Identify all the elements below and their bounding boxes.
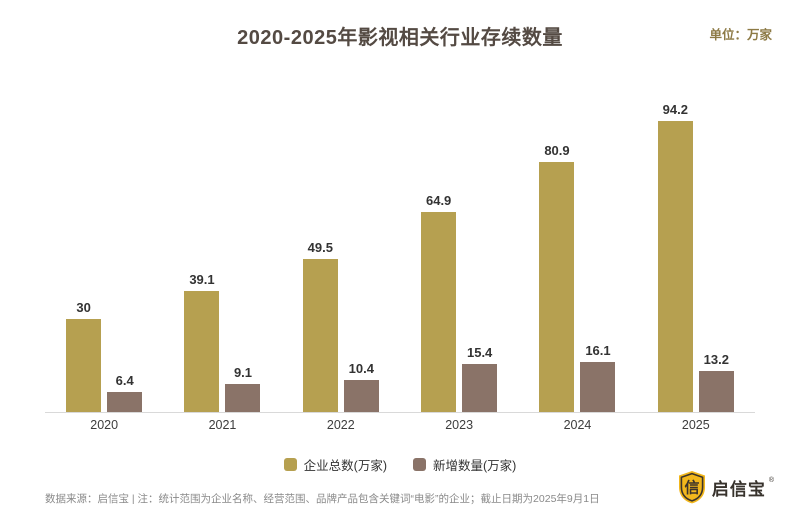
barwrap: 94.2 (657, 101, 693, 412)
logo-text: 启信宝 (711, 479, 766, 499)
bar-series1-2023 (462, 364, 498, 412)
bar-series0-2022 (302, 259, 338, 412)
legend-swatch-new (413, 458, 426, 471)
bar-group-2025: 94.2 13.2 (637, 101, 755, 412)
x-axis-label-2025: 2025 (681, 418, 710, 432)
barwrap: 39.1 (184, 272, 220, 412)
bar-value-label: 80.9 (544, 143, 570, 158)
bar-series0-2025 (657, 120, 693, 412)
bar-value-label: 13.2 (703, 352, 729, 368)
bar-series1-2024 (580, 362, 616, 412)
bar-chart: 30 6.4 39.1 9.1 49.5 10.4 64.9 15.4 80.9 16.1 94.2… (45, 101, 755, 432)
barwrap: 13.2 (698, 352, 734, 412)
bar-value-label: 6.4 (115, 373, 134, 389)
bar-series0-2021 (184, 291, 220, 412)
bar-value-label: 9.1 (233, 364, 253, 380)
bar-series1-2025 (698, 371, 734, 412)
barwrap: 9.1 (225, 364, 261, 412)
bar-series1-2022 (343, 379, 379, 412)
bar-series0-2024 (539, 162, 575, 412)
bar-series0-2020 (66, 319, 102, 412)
bar-value-label: 94.2 (662, 101, 688, 117)
bar-group-2021: 39.1 9.1 (163, 104, 281, 412)
bar-group-2022: 49.5 10.4 (282, 104, 400, 412)
barwrap: 64.9 (421, 192, 457, 412)
chart-legend: 企业总数(万家) 新增数量(万家) (0, 455, 800, 474)
legend-swatch-total (283, 458, 297, 471)
bar-value-label: 16.1 (585, 343, 611, 359)
qixinbao-logo: 信 启信宝 ® (677, 470, 776, 504)
bar-value-label: 64.9 (425, 192, 452, 208)
legend-item-total: 企业总数(万家) (283, 455, 387, 474)
x-axis-label-2022: 2022 (326, 418, 355, 432)
shield-glyph: 信 (684, 479, 699, 497)
barwrap: 16.1 (580, 343, 616, 412)
barwrap: 15.4 (462, 345, 498, 412)
bar-value-label: 49.5 (307, 240, 333, 255)
barwrap: 10.4 (343, 360, 379, 412)
plot-area: 30 6.4 39.1 9.1 49.5 10.4 64.9 15.4 80.9 16.1 94.2… (45, 101, 755, 413)
barwrap: 6.4 (107, 373, 143, 412)
trademark-mark: ® (768, 476, 774, 484)
bar-series1-2020 (107, 392, 143, 412)
shield-icon: 信 (678, 471, 705, 504)
barwrap: 80.9 (539, 143, 575, 412)
bar-series0-2023 (421, 211, 457, 412)
x-axis-label-2024: 2024 (563, 418, 592, 432)
legend-item-new: 新增数量(万家) (413, 455, 516, 474)
x-axis-label-2023: 2023 (445, 418, 474, 432)
bar-series1-2021 (225, 383, 261, 412)
bar-group-2024: 80.9 16.1 (518, 104, 636, 412)
data-source-note: 数据来源：启信宝 | 注：统计范围为企业名称、经营范围、品牌产品包含关键词“电影… (45, 493, 600, 505)
unit-label: 单位：万家 (709, 28, 772, 42)
barwrap: 49.5 (302, 240, 338, 412)
bar-value-label: 30 (76, 300, 91, 316)
x-axis-label-2020: 2020 (90, 418, 119, 432)
title-row: 2020-2025年影视相关行业存续数量 (0, 21, 800, 50)
bar-group-2023: 64.9 15.4 (400, 104, 518, 412)
legend-label-total: 企业总数(万家) (303, 459, 387, 473)
bar-value-label: 10.4 (348, 360, 374, 376)
bar-value-label: 39.1 (189, 272, 215, 288)
x-axis-label-2021: 2021 (208, 418, 237, 432)
bar-value-label: 15.4 (466, 345, 493, 361)
x-axis-labels: 2020 2021 2022 2023 2024 2025 (45, 418, 755, 432)
barwrap: 30 (66, 300, 102, 412)
bar-group-2020: 30 6.4 (45, 104, 163, 412)
chart-title: 2020-2025年影视相关行业存续数量 (237, 27, 563, 49)
legend-label-new: 新增数量(万家) (433, 459, 517, 473)
